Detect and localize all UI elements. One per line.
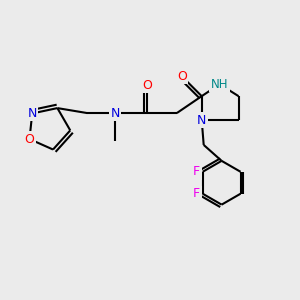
Text: O: O bbox=[25, 133, 34, 146]
Text: F: F bbox=[193, 187, 200, 200]
Text: N: N bbox=[197, 113, 206, 127]
Text: N: N bbox=[110, 106, 120, 120]
Text: O: O bbox=[142, 79, 152, 92]
Text: NH: NH bbox=[211, 78, 228, 91]
Text: F: F bbox=[193, 165, 200, 178]
Text: O: O bbox=[177, 70, 187, 83]
Text: N: N bbox=[28, 107, 37, 120]
